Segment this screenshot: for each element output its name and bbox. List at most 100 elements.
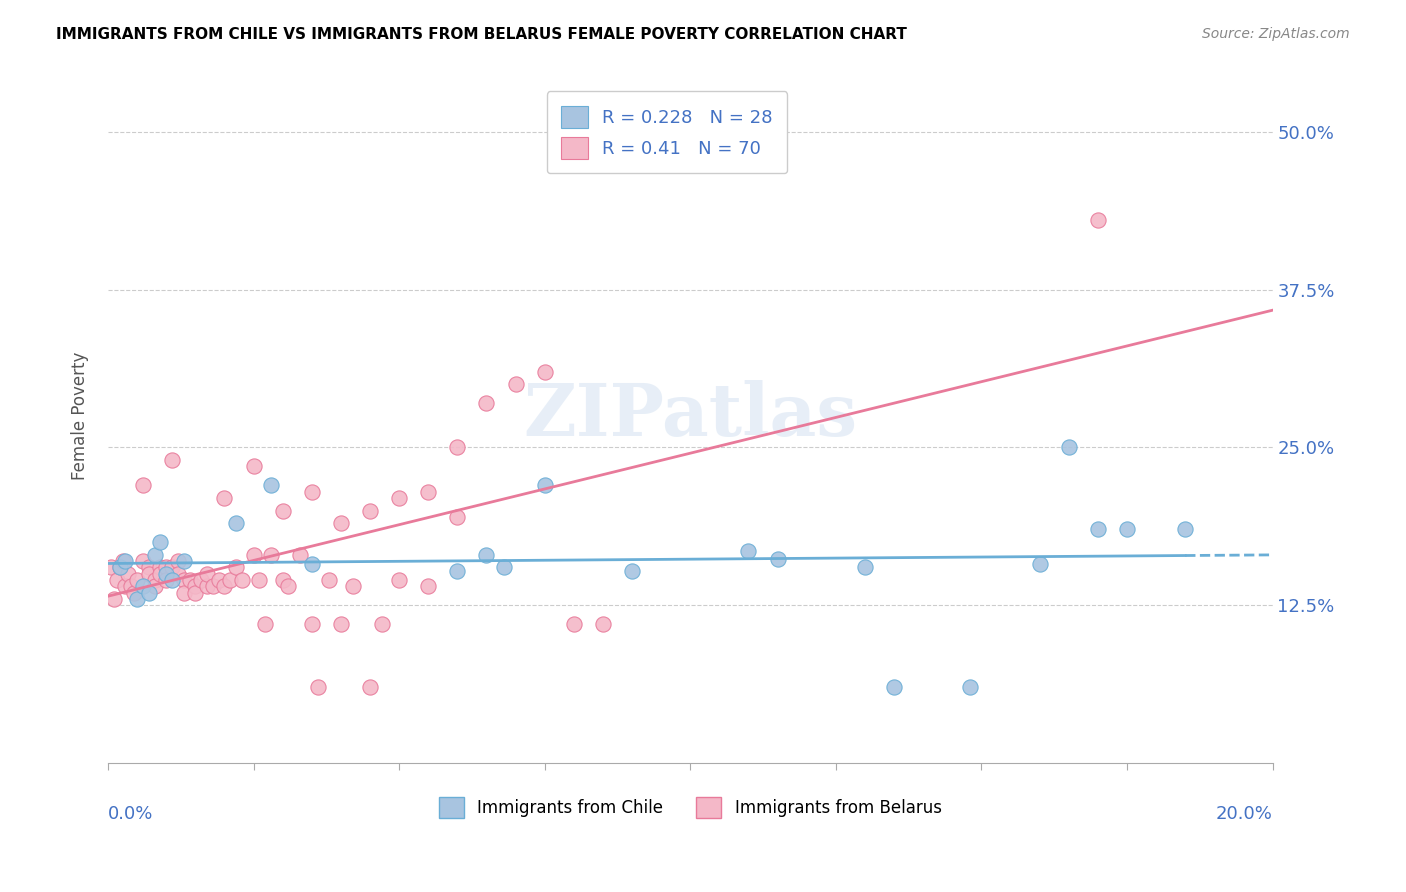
Text: IMMIGRANTS FROM CHILE VS IMMIGRANTS FROM BELARUS FEMALE POVERTY CORRELATION CHAR: IMMIGRANTS FROM CHILE VS IMMIGRANTS FROM…: [56, 27, 907, 42]
Point: [301, 557, 323, 571]
Point: [149, 560, 172, 574]
Point: [225, 516, 247, 531]
Point: [254, 617, 277, 632]
Point: [260, 478, 283, 492]
Point: [179, 573, 201, 587]
Point: [167, 566, 190, 581]
Point: [103, 591, 125, 606]
Point: [195, 579, 218, 593]
Point: [219, 573, 242, 587]
Point: [1087, 213, 1109, 227]
Point: [271, 503, 294, 517]
Point: [127, 573, 149, 587]
Point: [388, 573, 411, 587]
Point: [207, 573, 229, 587]
Point: [138, 566, 160, 581]
Y-axis label: Female Poverty: Female Poverty: [72, 351, 89, 480]
Point: [105, 573, 128, 587]
Point: [342, 579, 364, 593]
Point: [214, 491, 236, 505]
Point: [370, 617, 392, 632]
Point: [533, 365, 555, 379]
Point: [122, 585, 145, 599]
Point: [149, 566, 172, 581]
Point: [173, 585, 195, 599]
Point: [173, 554, 195, 568]
Point: [1057, 441, 1080, 455]
Point: [359, 503, 381, 517]
Point: [359, 681, 381, 695]
Point: [160, 453, 183, 467]
Point: [114, 579, 136, 593]
Point: [288, 548, 311, 562]
Point: [475, 548, 498, 562]
Point: [247, 573, 270, 587]
Point: [138, 560, 160, 574]
Point: [505, 377, 527, 392]
Point: [173, 573, 195, 587]
Point: [242, 548, 264, 562]
Point: [301, 484, 323, 499]
Point: [418, 579, 440, 593]
Point: [766, 551, 789, 566]
Point: [167, 554, 190, 568]
Point: [592, 617, 614, 632]
Point: [883, 681, 905, 695]
Point: [446, 441, 468, 455]
Point: [143, 579, 166, 593]
Point: [108, 560, 131, 574]
Text: ZIPatlas: ZIPatlas: [523, 380, 858, 451]
Point: [214, 579, 236, 593]
Point: [418, 484, 440, 499]
Point: [277, 579, 299, 593]
Point: [621, 564, 644, 578]
Point: [149, 535, 172, 549]
Point: [307, 681, 329, 695]
Point: [138, 585, 160, 599]
Point: [190, 573, 212, 587]
Text: 20.0%: 20.0%: [1216, 805, 1272, 822]
Point: [155, 573, 177, 587]
Point: [132, 579, 155, 593]
Point: [120, 579, 142, 593]
Point: [318, 573, 340, 587]
Point: [388, 491, 411, 505]
Legend: Immigrants from Chile, Immigrants from Belarus: Immigrants from Chile, Immigrants from B…: [432, 790, 949, 824]
Point: [127, 591, 149, 606]
Point: [184, 579, 207, 593]
Point: [155, 560, 177, 574]
Text: 0.0%: 0.0%: [108, 805, 153, 822]
Point: [184, 585, 207, 599]
Point: [225, 560, 247, 574]
Point: [853, 560, 876, 574]
Point: [143, 548, 166, 562]
Point: [111, 554, 134, 568]
Point: [242, 459, 264, 474]
Point: [100, 560, 122, 574]
Point: [492, 560, 515, 574]
Point: [195, 566, 218, 581]
Point: [260, 548, 283, 562]
Point: [562, 617, 585, 632]
Point: [475, 396, 498, 410]
Point: [329, 617, 352, 632]
Point: [271, 573, 294, 587]
Text: Source: ZipAtlas.com: Source: ZipAtlas.com: [1202, 27, 1350, 41]
Point: [132, 478, 155, 492]
Point: [1087, 523, 1109, 537]
Point: [117, 566, 139, 581]
Point: [231, 573, 253, 587]
Point: [160, 573, 183, 587]
Point: [446, 564, 468, 578]
Point: [155, 566, 177, 581]
Point: [132, 554, 155, 568]
Point: [114, 554, 136, 568]
Point: [143, 573, 166, 587]
Point: [959, 681, 981, 695]
Point: [1174, 523, 1197, 537]
Point: [108, 560, 131, 574]
Point: [1116, 523, 1139, 537]
Point: [737, 544, 759, 558]
Point: [329, 516, 352, 531]
Point: [160, 560, 183, 574]
